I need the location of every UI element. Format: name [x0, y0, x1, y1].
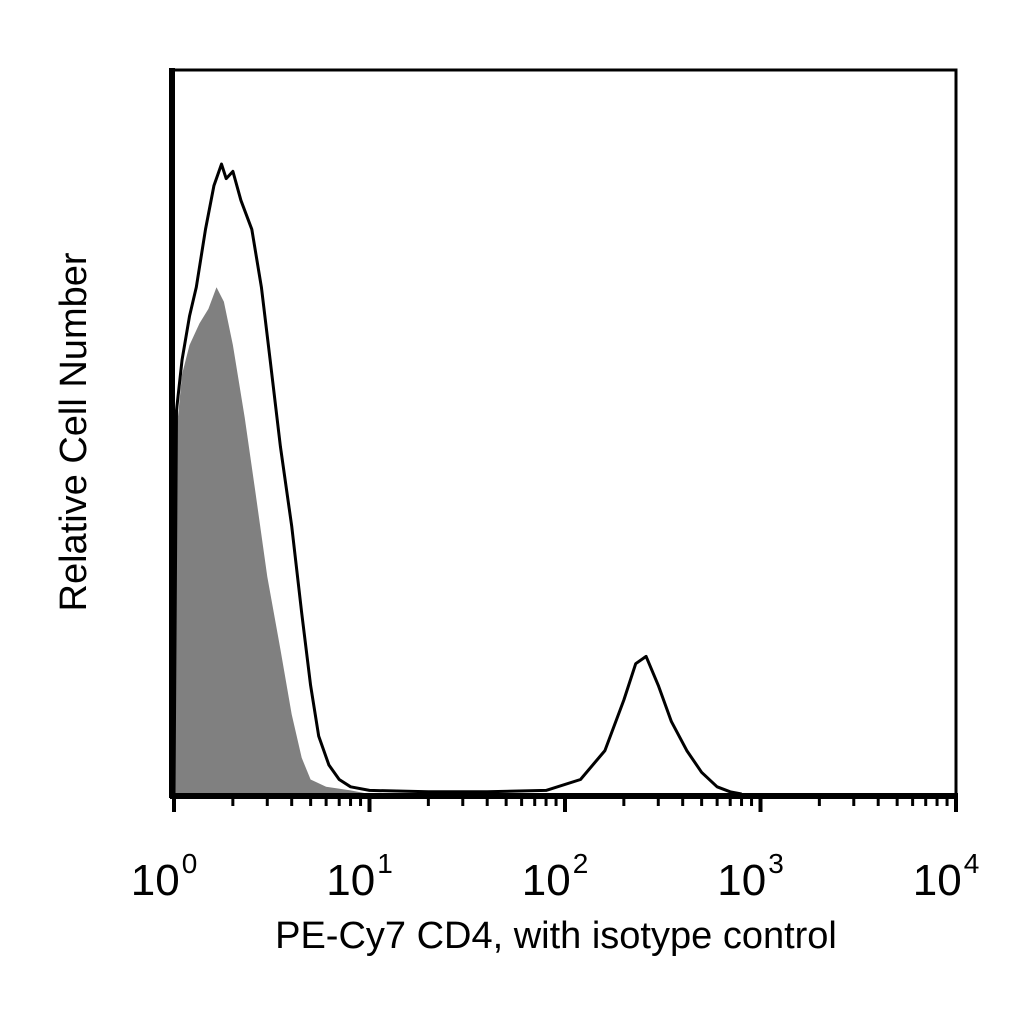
- tick-label-base: 10: [326, 856, 375, 905]
- x-tick-label: 100: [131, 848, 198, 905]
- x-tick-labels: 100 101 102 103 104: [131, 848, 980, 905]
- tick-label-exponent: 0: [182, 848, 198, 879]
- series-layer: [172, 162, 742, 796]
- y-axis-label: Relative Cell Number: [53, 252, 95, 611]
- tick-label-base: 10: [913, 856, 962, 905]
- tick-label-exponent: 1: [377, 848, 393, 879]
- x-tick-label: 101: [326, 848, 393, 905]
- x-tick-label: 102: [522, 848, 589, 905]
- x-tick-label: 104: [913, 848, 980, 905]
- x-axis-label: PE-Cy7 CD4, with isotype control: [275, 915, 837, 957]
- stained-histogram: [172, 162, 742, 796]
- tick-label-base: 10: [717, 856, 766, 905]
- tick-label-exponent: 4: [964, 848, 980, 879]
- x-ticks: [172, 796, 958, 812]
- tick-label-exponent: 3: [768, 848, 784, 879]
- tick-label-exponent: 2: [573, 848, 589, 879]
- tick-label-base: 10: [131, 856, 180, 905]
- x-tick-label: 103: [717, 848, 784, 905]
- isotype-control-histogram: [174, 287, 370, 794]
- tick-label-base: 10: [522, 856, 571, 905]
